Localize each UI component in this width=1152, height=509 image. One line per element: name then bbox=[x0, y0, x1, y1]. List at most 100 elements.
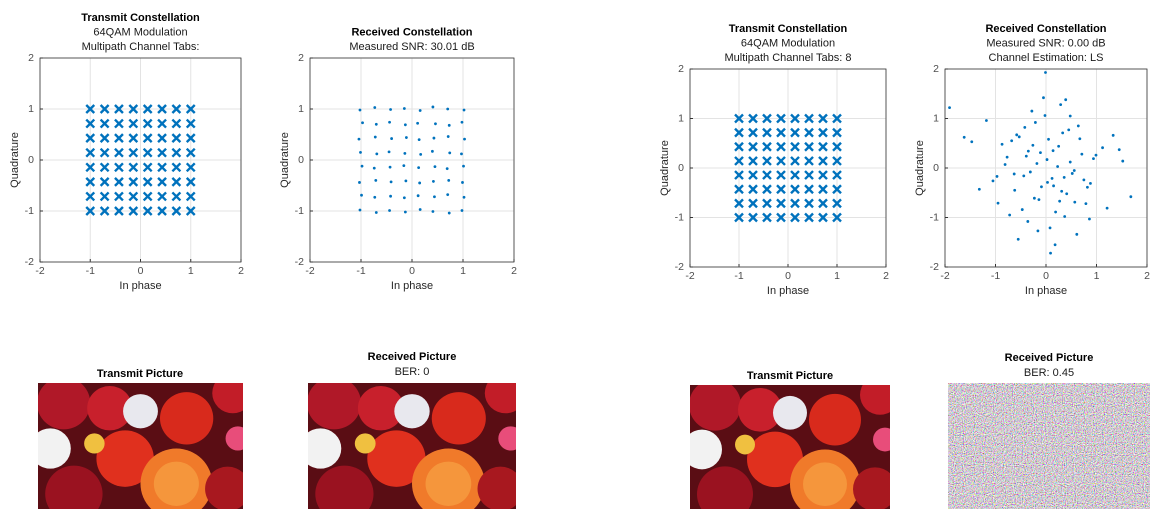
point bbox=[1049, 251, 1052, 255]
y-tick-label: 2 bbox=[298, 52, 304, 64]
point bbox=[447, 123, 451, 127]
marker-stroke bbox=[776, 141, 786, 152]
point bbox=[977, 187, 981, 191]
marker-stroke bbox=[85, 191, 96, 202]
point bbox=[418, 208, 422, 211]
point bbox=[734, 113, 744, 124]
y-tick-label: 1 bbox=[678, 112, 684, 124]
marker-stroke bbox=[114, 133, 124, 143]
point bbox=[1075, 232, 1079, 236]
chart-title: Received Constellation bbox=[985, 23, 1106, 35]
x-axis-label: In phase bbox=[767, 285, 809, 297]
point bbox=[1065, 192, 1069, 196]
x-tick-label: -1 bbox=[356, 265, 365, 277]
point bbox=[1089, 181, 1092, 185]
point bbox=[748, 113, 758, 124]
point bbox=[460, 152, 463, 156]
marker-stroke bbox=[185, 206, 196, 216]
marker-stroke bbox=[185, 133, 196, 143]
point bbox=[762, 156, 772, 166]
point bbox=[463, 137, 466, 141]
point bbox=[85, 104, 96, 114]
chart-subtitle: Measured SNR: 0.00 dB bbox=[986, 37, 1105, 49]
point bbox=[776, 212, 786, 223]
chart: -2 -1 0 1 2 -2 -1 0 1 2 Transmit Constellation 64QA… bbox=[9, 12, 244, 292]
marker-stroke bbox=[832, 156, 842, 166]
point bbox=[432, 180, 435, 183]
point bbox=[447, 211, 451, 215]
marker-stroke bbox=[171, 133, 182, 143]
marker-stroke bbox=[734, 156, 744, 166]
point bbox=[776, 113, 786, 124]
point bbox=[85, 177, 96, 187]
point bbox=[776, 198, 786, 209]
point bbox=[142, 177, 153, 187]
point bbox=[762, 212, 772, 223]
transmit-image bbox=[38, 383, 243, 509]
marker-stroke bbox=[832, 184, 842, 195]
point bbox=[361, 121, 364, 125]
point bbox=[390, 137, 393, 140]
point bbox=[99, 191, 110, 202]
marker-stroke bbox=[762, 127, 772, 138]
point bbox=[434, 122, 437, 126]
marker-stroke bbox=[818, 113, 828, 124]
marker-stroke bbox=[804, 141, 814, 152]
point bbox=[99, 162, 110, 173]
point bbox=[790, 141, 800, 152]
point bbox=[1060, 189, 1064, 193]
marker-stroke bbox=[99, 118, 110, 129]
picture-subtitle: BER: 0.45 bbox=[1024, 367, 1074, 379]
point bbox=[114, 191, 124, 202]
point bbox=[1024, 154, 1028, 158]
point bbox=[360, 193, 363, 197]
point bbox=[171, 133, 182, 143]
point bbox=[1105, 206, 1109, 210]
point bbox=[1020, 208, 1024, 211]
point bbox=[1005, 155, 1009, 159]
x-tick-label: 2 bbox=[883, 270, 889, 282]
marker-stroke bbox=[157, 118, 167, 129]
point bbox=[776, 184, 786, 195]
x-tick-label: 0 bbox=[1043, 270, 1049, 282]
point bbox=[804, 170, 814, 180]
x-tick-label: 2 bbox=[238, 265, 244, 277]
point bbox=[1010, 139, 1014, 143]
y-tick-label: -1 bbox=[295, 205, 304, 217]
marker-stroke bbox=[734, 141, 744, 152]
x-axis-label: In phase bbox=[1025, 285, 1067, 297]
point bbox=[85, 147, 96, 158]
point bbox=[790, 212, 800, 223]
marker-stroke bbox=[748, 127, 758, 138]
y-axis-label: Quadrature bbox=[279, 132, 291, 188]
marker-stroke bbox=[85, 133, 96, 143]
point bbox=[128, 104, 139, 114]
y-tick-label: 1 bbox=[298, 103, 304, 115]
marker-stroke bbox=[832, 198, 842, 209]
point bbox=[171, 191, 182, 202]
point bbox=[1028, 170, 1032, 174]
point bbox=[417, 138, 421, 142]
point bbox=[1062, 176, 1066, 179]
y-tick-label: -2 bbox=[295, 256, 304, 268]
point bbox=[373, 106, 377, 109]
point bbox=[832, 141, 842, 152]
marker-stroke bbox=[762, 156, 772, 166]
marker-stroke bbox=[157, 177, 167, 187]
point bbox=[1031, 143, 1035, 147]
point bbox=[818, 127, 828, 138]
x-tick-label: -2 bbox=[305, 265, 314, 277]
marker-stroke bbox=[748, 170, 758, 180]
marker-stroke bbox=[832, 127, 842, 138]
marker-stroke bbox=[185, 177, 196, 187]
y-axis-label: Quadrature bbox=[659, 140, 671, 196]
y-tick-label: 0 bbox=[678, 162, 684, 174]
marker-stroke bbox=[185, 104, 196, 114]
point bbox=[157, 104, 167, 114]
point bbox=[185, 162, 196, 173]
marker-stroke bbox=[185, 147, 196, 158]
point bbox=[991, 179, 995, 183]
x-tick-label: 2 bbox=[511, 265, 517, 277]
point bbox=[1013, 188, 1017, 192]
point bbox=[996, 201, 1000, 205]
